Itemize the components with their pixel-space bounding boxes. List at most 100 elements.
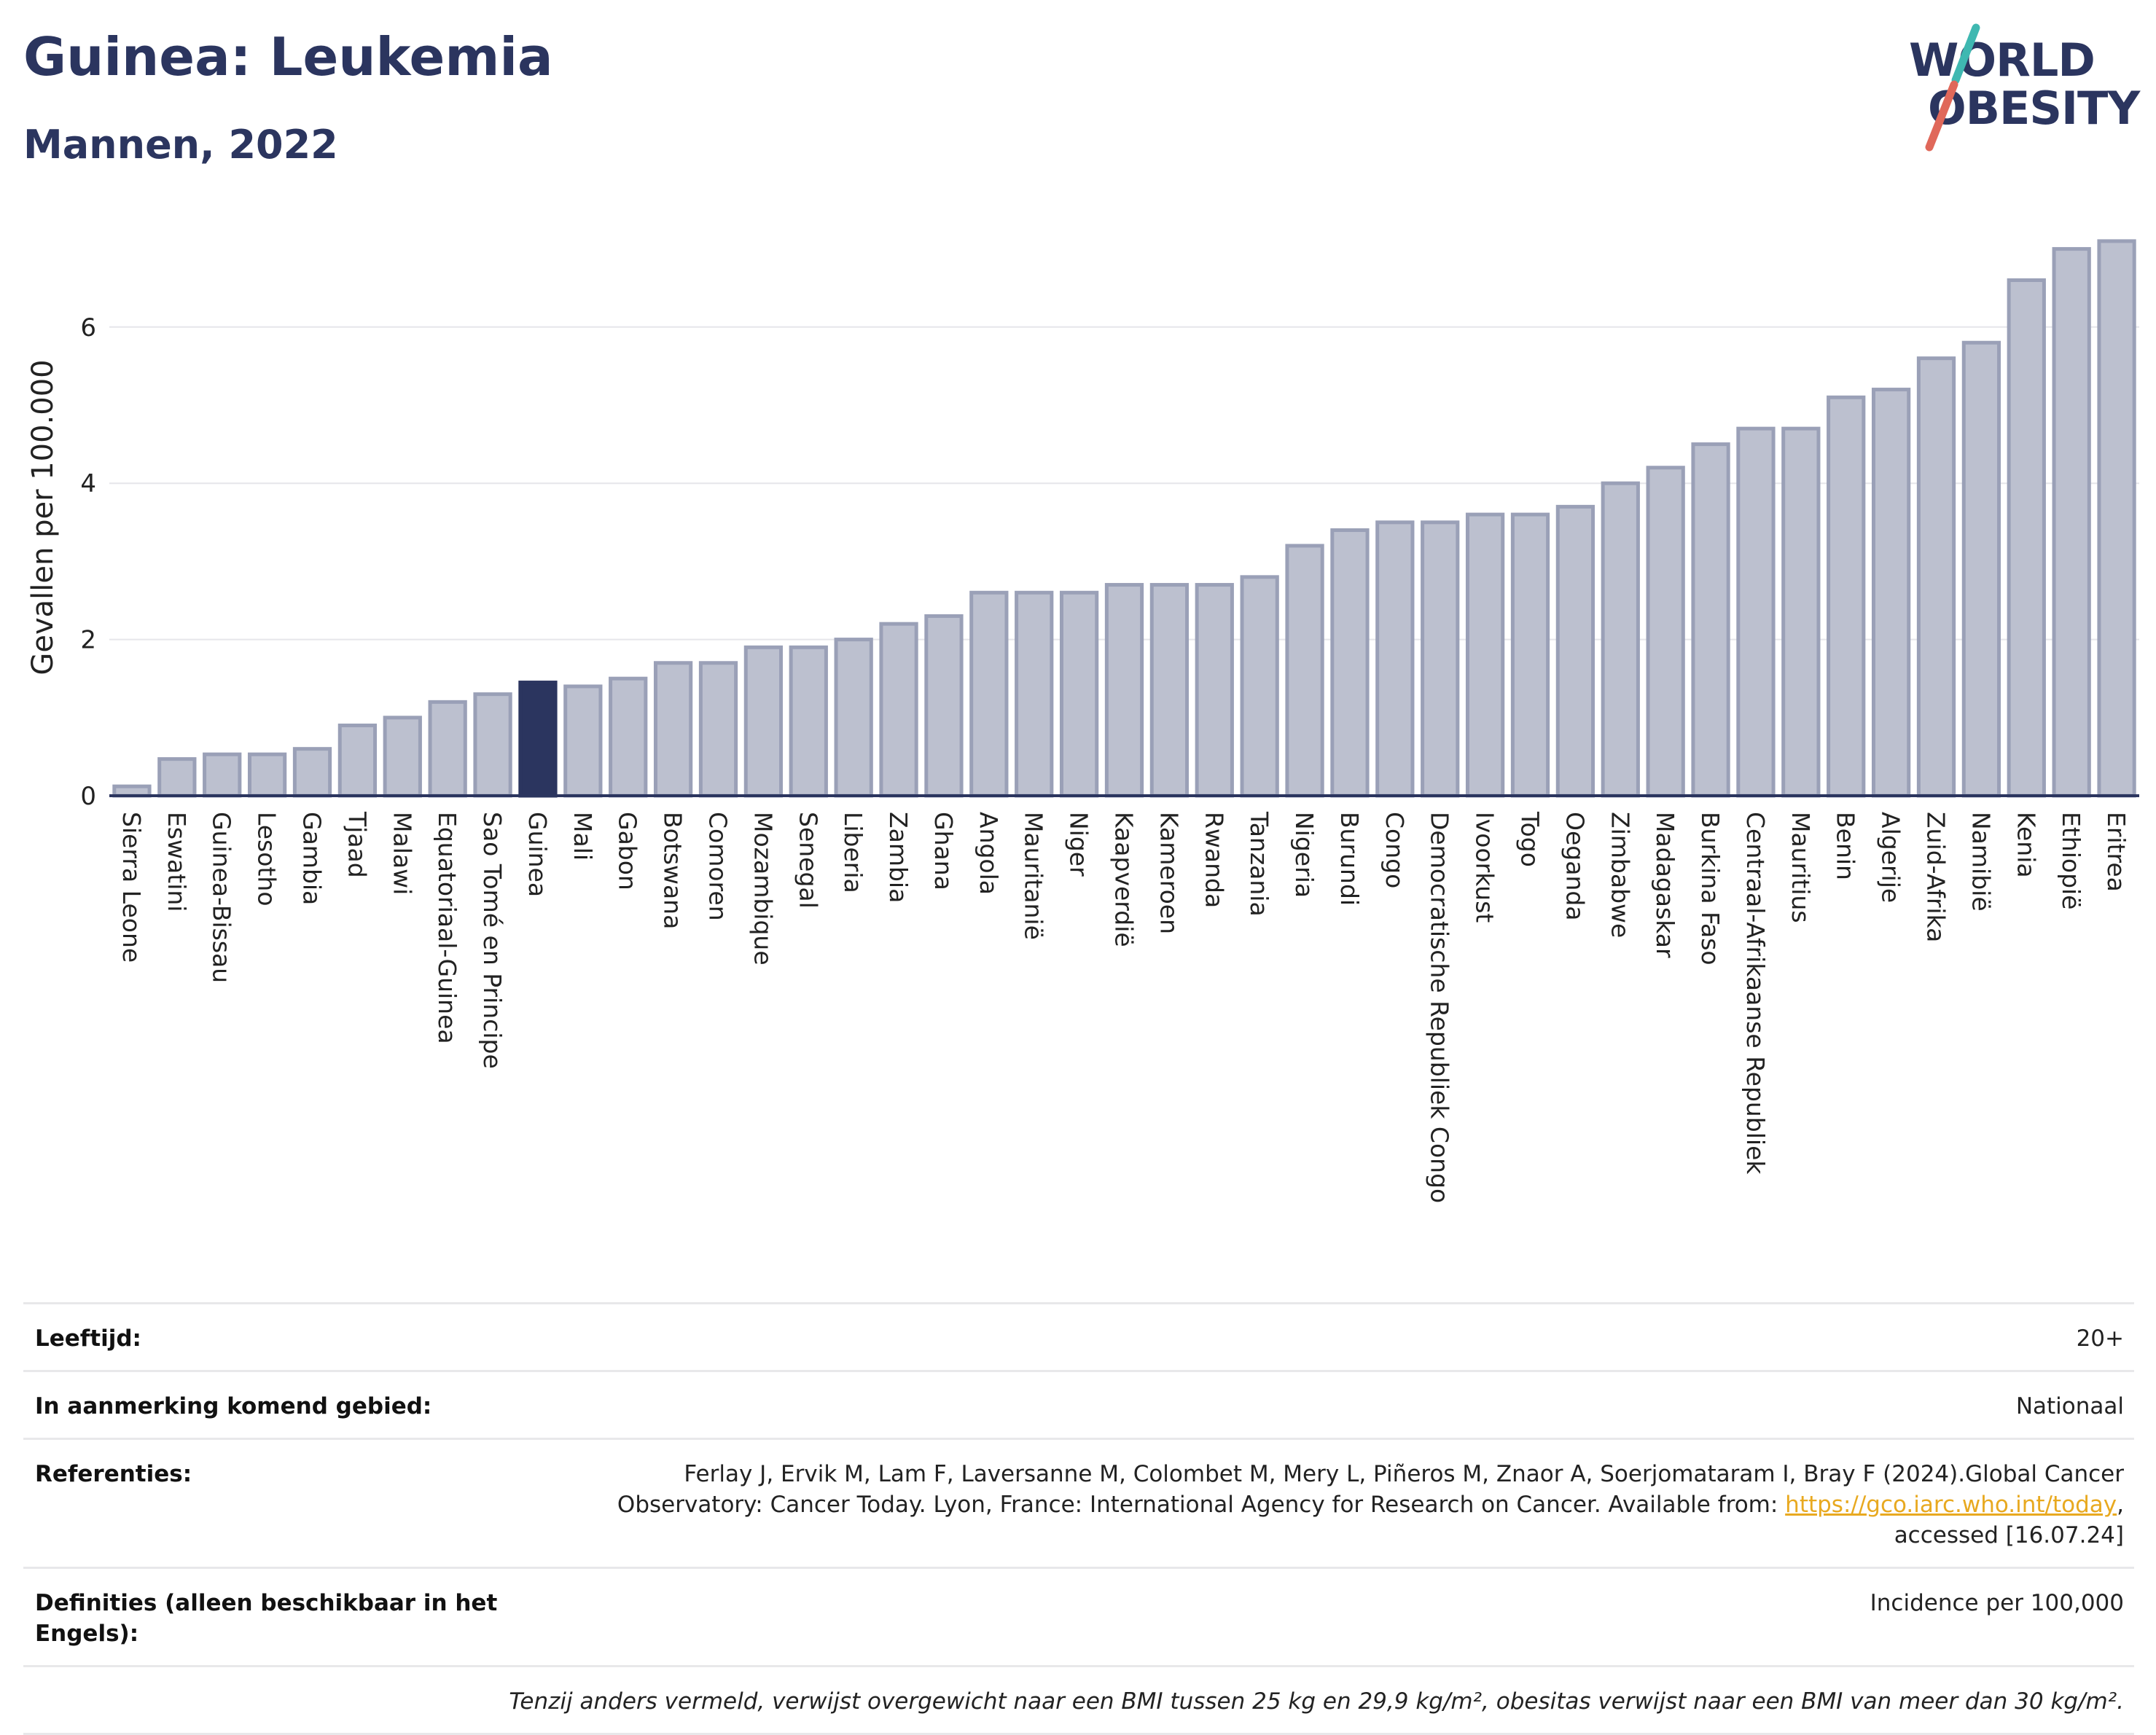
- x-tick-label: Namibië: [1966, 812, 1995, 912]
- bar: [1555, 504, 1595, 798]
- bar: [698, 661, 738, 798]
- area-value: Nationaal: [2015, 1393, 2124, 1419]
- bar: [383, 716, 422, 798]
- x-tick-label: Kaapverdië: [1110, 812, 1138, 947]
- x-tick-label: Guinea-Bissau: [208, 812, 236, 983]
- bar: [789, 645, 828, 798]
- x-tick-label: Equatoriaal-Guinea: [433, 812, 461, 1044]
- x-tick-label: Gabon: [614, 812, 642, 890]
- bar: [1195, 583, 1234, 798]
- x-tick-label: Eswatini: [163, 812, 191, 912]
- bar: [292, 747, 332, 798]
- age-label: Leeftijd:: [35, 1325, 141, 1352]
- y-tick-label: 0: [80, 782, 96, 811]
- bar: [1510, 512, 1550, 798]
- info-row-age: Leeftijd: 20+: [23, 1302, 2134, 1370]
- bars: [112, 239, 2136, 798]
- x-tick-label: Benin: [1832, 812, 1860, 880]
- bar: [1285, 544, 1324, 798]
- bar: [879, 622, 918, 798]
- x-tick-label: Congo: [1380, 812, 1409, 888]
- y-tick-label: 6: [80, 313, 96, 342]
- bar: [1781, 426, 1821, 798]
- bar: [563, 684, 603, 798]
- x-tick-label: Zambia: [884, 812, 913, 903]
- bar: [1827, 395, 1866, 798]
- bar: [1646, 466, 1685, 798]
- logo-text-world: WORLD: [1909, 34, 2096, 87]
- references-link[interactable]: https://gco.iarc.who.int/today: [1785, 1492, 2117, 1518]
- x-tick-label: Liberia: [839, 812, 867, 893]
- chart-subtitle: Mannen, 2022: [23, 122, 338, 168]
- info-row-definitions: Definities (alleen beschikbaar in het En…: [23, 1567, 2134, 1665]
- axes: 0 2 4 6 Sierra Leone Eswatini Guinea-Bissau Les…: [80, 313, 2139, 1203]
- x-tick-label: Ethiopië: [2057, 812, 2085, 909]
- bar: [1465, 512, 1505, 798]
- bar: [1059, 590, 1099, 798]
- y-axis-title: Gevallen per 100.000: [26, 359, 60, 675]
- bar: [2007, 278, 2046, 798]
- footnote: Tenzij anders vermeld, verwijst overgewi…: [509, 1688, 2124, 1715]
- bar: [1916, 356, 1956, 798]
- logo-text-obesity: OBESITY: [1928, 82, 2140, 135]
- x-tick-label: Tjaad: [343, 811, 371, 878]
- x-tick-label: Algerije: [1877, 812, 1905, 903]
- bar: [834, 638, 873, 798]
- x-tick-label: Gambia: [298, 812, 327, 905]
- references-value: Ferlay J, Ervik M, Lam F, Laversanne M, …: [571, 1459, 2124, 1551]
- chart-title: Guinea: Leukemia: [23, 26, 553, 87]
- bar: [1015, 590, 1054, 798]
- x-tick-label: Malawi: [388, 812, 416, 895]
- definitions-label: Definities (alleen beschikbaar in het En…: [35, 1590, 498, 1647]
- definitions-value: Incidence per 100,000: [1870, 1590, 2124, 1616]
- x-tick-label: Lesotho: [253, 812, 281, 906]
- x-tick-label: Angola: [975, 812, 1003, 895]
- x-tick-label: Ivoorkust: [1471, 812, 1499, 923]
- bar: [473, 692, 512, 798]
- bar: [1421, 520, 1460, 798]
- bar: [2097, 239, 2136, 798]
- references-label: Referenties:: [35, 1461, 192, 1487]
- x-tick-label: Comoren: [704, 812, 733, 921]
- bar-chart: 0 2 4 6 Sierra Leone Eswatini Guinea-Bissau Les…: [26, 239, 2139, 1203]
- x-tick-label: Zuid-Afrika: [1922, 812, 1950, 942]
- bar: [1736, 426, 1776, 798]
- bar: [1691, 442, 1730, 798]
- x-tick-label: Tanzania: [1245, 811, 1273, 917]
- x-tick-label: Centraal-Afrikaanse Republiek: [1741, 812, 1770, 1175]
- bar: [1961, 340, 2001, 798]
- bar: [1871, 388, 1911, 798]
- x-tick-label: Rwanda: [1200, 812, 1228, 908]
- x-tick-label: Mali: [569, 812, 597, 861]
- bar: [1104, 583, 1144, 798]
- bar: [337, 724, 378, 798]
- logo-slash-icon: [1925, 23, 1980, 152]
- bar: [1149, 583, 1190, 798]
- bar: [428, 700, 467, 798]
- info-row-area: In aanmerking komend gebied: Nationaal: [23, 1370, 2134, 1438]
- x-tick-label: Botswana: [659, 812, 687, 929]
- x-tick-label: Guinea: [523, 812, 552, 897]
- x-tick-label: Eritrea: [2102, 812, 2130, 892]
- y-tick-label: 2: [80, 626, 96, 655]
- info-table: Leeftijd: 20+ In aanmerking komend gebie…: [23, 1302, 2134, 1735]
- info-row-note: Tenzij anders vermeld, verwijst overgewi…: [23, 1665, 2134, 1735]
- age-value: 20+: [2076, 1325, 2124, 1352]
- x-tick-label: Madagaskar: [1651, 812, 1679, 958]
- x-tick-label: Mozambique: [749, 812, 777, 966]
- references-text: Ferlay J, Ervik M, Lam F, Laversanne M, …: [617, 1461, 2124, 1518]
- bar: [1375, 520, 1415, 798]
- bar: [1240, 575, 1279, 798]
- bar: [1601, 481, 1640, 798]
- bar: [924, 614, 964, 798]
- x-tick-label: Ghana: [929, 812, 958, 890]
- y-tick-label: 4: [80, 469, 96, 498]
- x-tick-label: Burundi: [1335, 812, 1364, 906]
- x-tick-label: Burkina Faso: [1696, 812, 1725, 966]
- bar: [157, 757, 197, 798]
- bar: [969, 590, 1009, 798]
- area-label: In aanmerking komend gebied:: [35, 1393, 432, 1419]
- x-tick-label: Zimbabwe: [1606, 812, 1634, 938]
- x-tick-label: Niger: [1065, 812, 1093, 877]
- x-tick-label: Democratische Republiek Congo: [1426, 812, 1454, 1203]
